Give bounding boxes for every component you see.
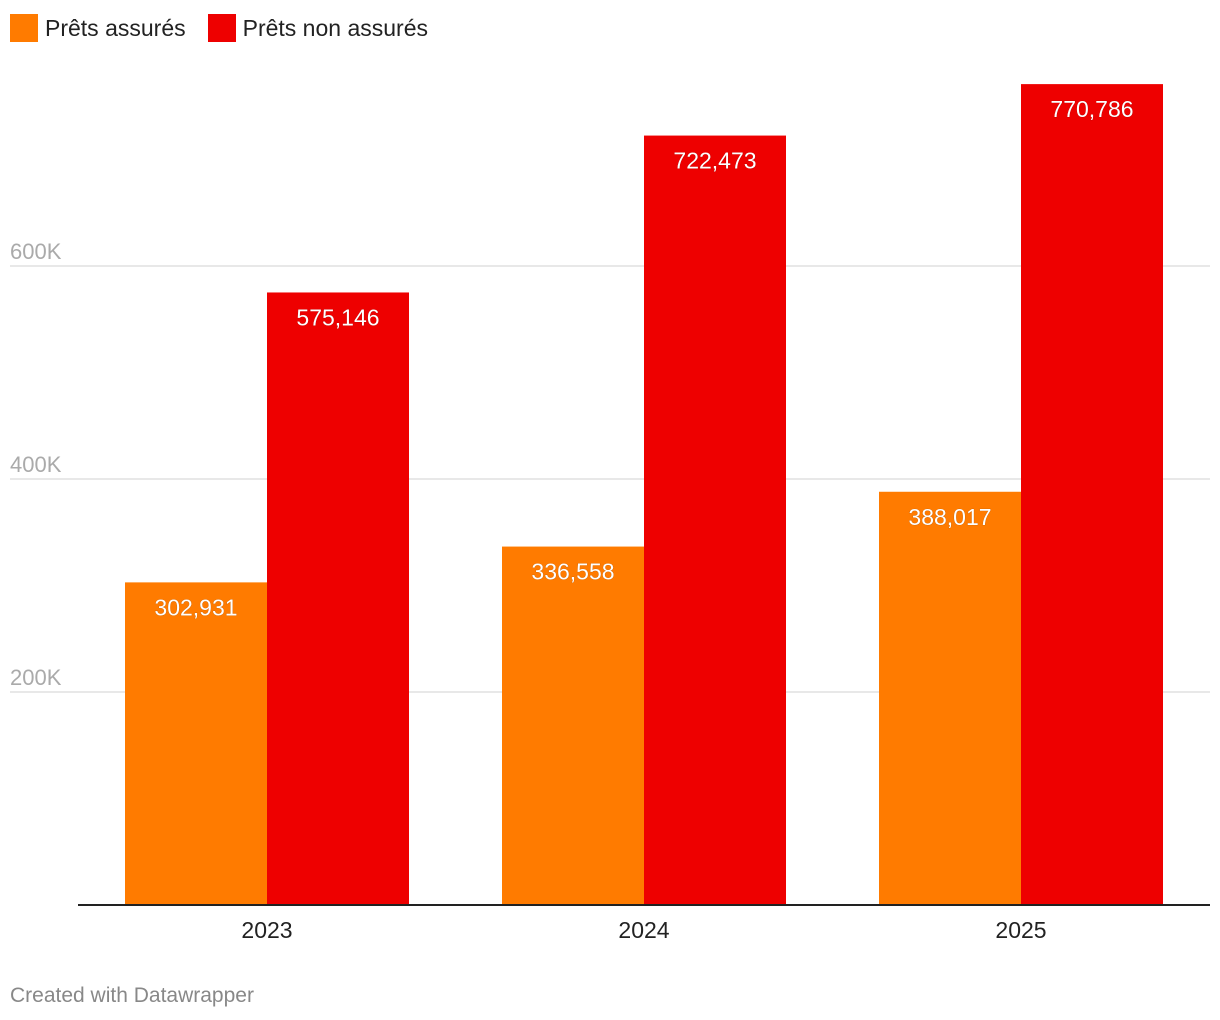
bar (125, 582, 267, 905)
legend-item-uninsured: Prêts non assurés (207, 14, 428, 42)
bar-value-label: 302,931 (154, 594, 237, 620)
y-tick-label: 600K (10, 239, 62, 264)
legend: Prêts assurés Prêts non assurés (10, 12, 428, 44)
bar-value-label: 336,558 (531, 559, 614, 585)
bar-value-label: 770,786 (1050, 96, 1133, 122)
bar-value-label: 575,146 (296, 304, 379, 330)
legend-swatch-uninsured (207, 14, 236, 42)
y-tick-label: 400K (10, 452, 62, 477)
bar (644, 135, 786, 905)
credit-text: Created with Datawrapper (10, 984, 254, 1007)
bar-value-label: 722,473 (673, 148, 756, 174)
legend-swatch-insured (10, 14, 38, 42)
bar-value-label: 388,017 (908, 504, 991, 530)
bar (267, 292, 409, 906)
bar (879, 491, 1021, 905)
bar (502, 546, 644, 905)
x-tick-label: 2023 (241, 917, 292, 943)
legend-label-uninsured: Prêts non assurés (242, 14, 428, 41)
bar (1021, 84, 1163, 905)
y-tick-label: 200K (10, 665, 62, 690)
legend-item-insured: Prêts assurés (10, 14, 186, 42)
legend-label-insured: Prêts assurés (45, 14, 186, 41)
x-tick-label: 2024 (618, 917, 669, 943)
x-tick-label: 2025 (995, 917, 1046, 943)
